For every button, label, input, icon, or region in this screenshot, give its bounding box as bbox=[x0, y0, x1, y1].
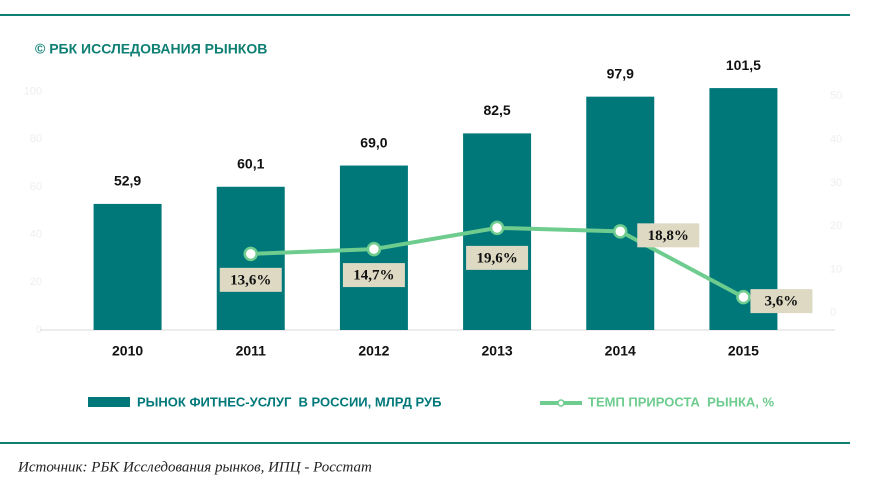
line-point bbox=[613, 224, 628, 239]
line-value-label: 13,6% bbox=[230, 272, 271, 288]
y-tick-label: 20 bbox=[30, 276, 42, 288]
legend-swatch bbox=[88, 397, 130, 407]
bar-value-label: 60,1 bbox=[237, 155, 264, 171]
line-point bbox=[243, 246, 258, 262]
y2-tick-label: 0 bbox=[830, 307, 836, 319]
y-tick-label: 100 bbox=[24, 86, 42, 98]
value-label-box bbox=[750, 289, 813, 314]
bar-value-label: 101,5 bbox=[726, 57, 761, 73]
y-tick-label: 80 bbox=[30, 133, 42, 145]
y-tick-label: 0 bbox=[36, 324, 42, 336]
x-tick-label: 2013 bbox=[482, 343, 513, 359]
y2-tick-label: 40 bbox=[830, 133, 842, 145]
line-value-label: 14,7% bbox=[353, 268, 394, 284]
source: Источник: РБК Исследования рынков, ИПЦ -… bbox=[17, 459, 372, 475]
line-value-label: 19,6% bbox=[476, 250, 517, 266]
line-point bbox=[366, 241, 382, 257]
y2-tick-label: 10 bbox=[830, 263, 842, 275]
x-tick-label: 2011 bbox=[236, 343, 267, 359]
bar bbox=[586, 96, 655, 331]
line-point bbox=[489, 220, 505, 236]
bar-value-label: 52,9 bbox=[114, 173, 141, 189]
bar-value-label: 97,9 bbox=[607, 65, 634, 81]
bar-value-label: 82,5 bbox=[483, 102, 510, 118]
y2-tick-label: 30 bbox=[830, 177, 842, 189]
y2-tick-label: 50 bbox=[830, 90, 842, 102]
subtitle: © РБК ИССЛЕДОВАНИЯ РЫНКОВ bbox=[35, 41, 267, 57]
value-label-box bbox=[466, 245, 529, 270]
bar bbox=[93, 203, 162, 330]
x-tick-label: 2015 bbox=[728, 343, 759, 359]
y-tick-label: 60 bbox=[30, 181, 42, 193]
bar-value-label: 69,0 bbox=[360, 134, 387, 150]
x-tick-label: 2012 bbox=[358, 343, 389, 359]
legend-label: ТЕМП ПРИРОСТА РЫНКА, % bbox=[588, 394, 774, 409]
value-label-box bbox=[342, 263, 405, 288]
y-tick-label: 40 bbox=[30, 229, 42, 241]
legend-label: РЫНОК ФИТНЕС-УСЛУГ В РОССИИ, МЛРД РУБ bbox=[137, 394, 441, 409]
x-tick-label: 2014 bbox=[605, 343, 636, 359]
line-value-label: 3,6% bbox=[765, 294, 799, 310]
legend-marker bbox=[557, 399, 565, 407]
value-label-box bbox=[219, 267, 282, 292]
line-point bbox=[736, 289, 751, 305]
line-value-label: 18,8% bbox=[648, 228, 689, 244]
value-label-box bbox=[637, 223, 700, 248]
y2-tick-label: 20 bbox=[830, 220, 842, 232]
x-tick-label: 2010 bbox=[112, 343, 143, 359]
